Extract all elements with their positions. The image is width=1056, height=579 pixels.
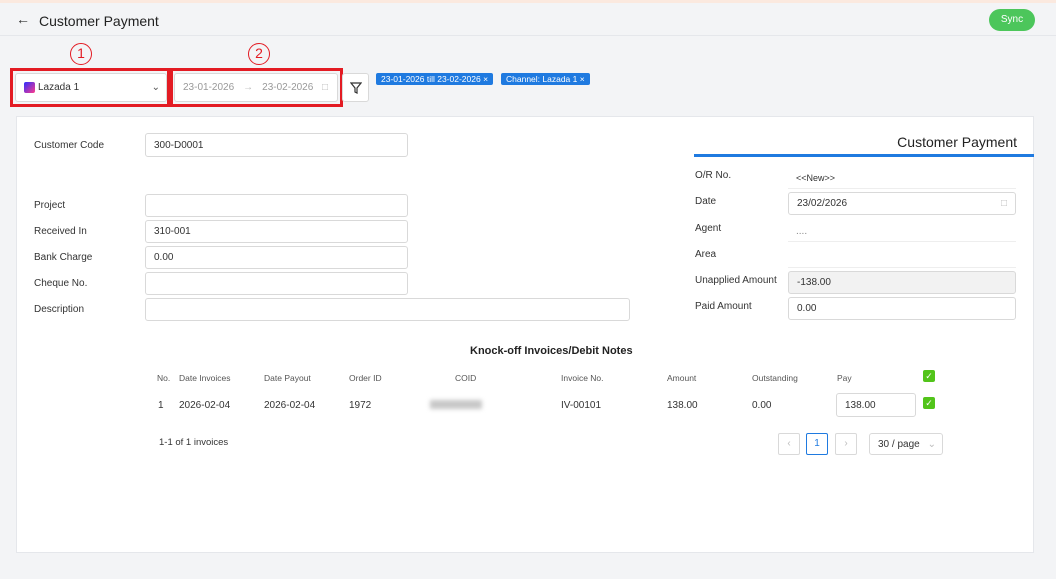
- annotation-1: 1: [70, 43, 92, 65]
- arrow-right-icon: →: [243, 82, 254, 93]
- arrow-left-icon[interactable]: ←: [16, 11, 30, 27]
- annotation-box-date: [170, 68, 343, 107]
- cell-order-id: 1972: [349, 400, 372, 411]
- column-header: No.: [157, 373, 171, 383]
- project-label: Project: [34, 200, 66, 211]
- column-header: Date Invoices: [179, 373, 231, 383]
- prev-page-button[interactable]: ‹: [778, 433, 800, 455]
- close-icon[interactable]: ×: [483, 74, 489, 84]
- cell-invoice-no: IV-00101: [561, 400, 602, 411]
- column-header: COID: [455, 373, 477, 383]
- agent-label: Agent: [695, 223, 722, 234]
- tag-label: Channel: Lazada 1: [506, 74, 578, 84]
- unapplied-amount-label: Unapplied Amount: [695, 275, 777, 286]
- or-no-value: <<New>>: [796, 173, 836, 183]
- customer-code-label: Customer Code: [34, 140, 105, 151]
- row-checkbox[interactable]: ✓: [923, 397, 935, 409]
- pay-field[interactable]: 138.00: [836, 393, 916, 417]
- cheque-no-field[interactable]: [145, 272, 408, 295]
- close-icon[interactable]: ×: [579, 74, 585, 84]
- cell-no: 1: [158, 400, 164, 411]
- table-title: Knock-off Invoices/Debit Notes: [470, 345, 633, 357]
- lazada-logo-icon: [24, 82, 35, 93]
- project-field[interactable]: [145, 194, 408, 217]
- agent-value: ....: [796, 226, 808, 237]
- page-size-select[interactable]: 30 / page ⌄: [869, 433, 943, 455]
- annotation-box-channel: [10, 68, 170, 107]
- date-label: Date: [695, 196, 717, 207]
- description-label: Description: [34, 304, 85, 315]
- description-field[interactable]: [145, 298, 630, 321]
- or-no-label: O/R No.: [695, 170, 732, 181]
- received-in-field[interactable]: 310-001: [145, 220, 408, 243]
- top-accent-line: [0, 0, 1056, 3]
- column-header: Amount: [667, 373, 697, 383]
- customer-code-field[interactable]: 300-D0001: [145, 133, 408, 157]
- cell-date-invoices: 2026-02-04: [179, 400, 231, 411]
- chevron-down-icon: ⌄: [927, 438, 936, 450]
- annotation-2: 2: [248, 43, 270, 65]
- title-underline: [694, 154, 1034, 157]
- column-header: Invoice No.: [561, 373, 604, 383]
- cell-amount: 138.00: [667, 400, 698, 411]
- area-label: Area: [695, 249, 717, 260]
- divider: [788, 241, 1016, 242]
- divider: [788, 267, 1016, 268]
- form-title: Customer Payment: [897, 134, 1017, 150]
- date-range-picker[interactable]: 23-01-2026 → 23-02-2026 □: [174, 73, 338, 102]
- column-header: Pay: [837, 373, 852, 383]
- page-1-button[interactable]: 1: [806, 433, 828, 455]
- bank-charge-label: Bank Charge: [34, 252, 93, 263]
- bank-charge-field[interactable]: 0.00: [145, 246, 408, 269]
- cell-outstanding: 0.00: [752, 400, 772, 411]
- page-size-value: 30 / page: [878, 438, 920, 450]
- paid-amount-label: Paid Amount: [695, 301, 752, 312]
- received-in-label: Received In: [34, 226, 87, 237]
- tag-label: 23-01-2026 till 23-02-2026: [381, 74, 481, 84]
- column-header: Date Payout: [264, 373, 311, 383]
- channel-value: Lazada 1: [38, 82, 80, 93]
- column-header: Order ID: [349, 373, 382, 383]
- cell-date-payout: 2026-02-04: [264, 400, 316, 411]
- unapplied-amount-field: -138.00: [788, 271, 1016, 294]
- cell-coid-blurred: [430, 400, 482, 409]
- calendar-icon: □: [1000, 198, 1007, 209]
- divider: [788, 188, 1016, 189]
- chevron-down-icon: ⌄: [151, 82, 160, 93]
- next-page-button[interactable]: ›: [835, 433, 857, 455]
- date-from: 23-01-2026: [183, 82, 235, 93]
- date-value: 23/02/2026: [797, 198, 848, 209]
- select-all-checkbox[interactable]: ✓: [923, 370, 935, 382]
- column-header: Outstanding: [752, 373, 798, 383]
- filter-icon: [349, 81, 362, 94]
- date-to: 23-02-2026: [262, 82, 314, 93]
- filter-tag-channel[interactable]: Channel: Lazada 1 ×: [501, 73, 590, 85]
- date-field[interactable]: 23/02/2026 □: [788, 192, 1016, 215]
- channel-select[interactable]: Lazada 1 ⌄: [15, 73, 167, 102]
- page-title: Customer Payment: [39, 13, 159, 29]
- payment-card: [16, 116, 1034, 553]
- filter-tag-date[interactable]: 23-01-2026 till 23-02-2026 ×: [376, 73, 494, 85]
- sync-button[interactable]: Sync: [989, 9, 1035, 31]
- page-header: [0, 3, 1056, 36]
- calendar-icon: □: [321, 82, 328, 93]
- paid-amount-field[interactable]: 0.00: [788, 297, 1016, 320]
- cheque-no-label: Cheque No.: [34, 278, 88, 289]
- table-summary: 1-1 of 1 invoices: [159, 437, 229, 448]
- filter-button[interactable]: [342, 73, 369, 102]
